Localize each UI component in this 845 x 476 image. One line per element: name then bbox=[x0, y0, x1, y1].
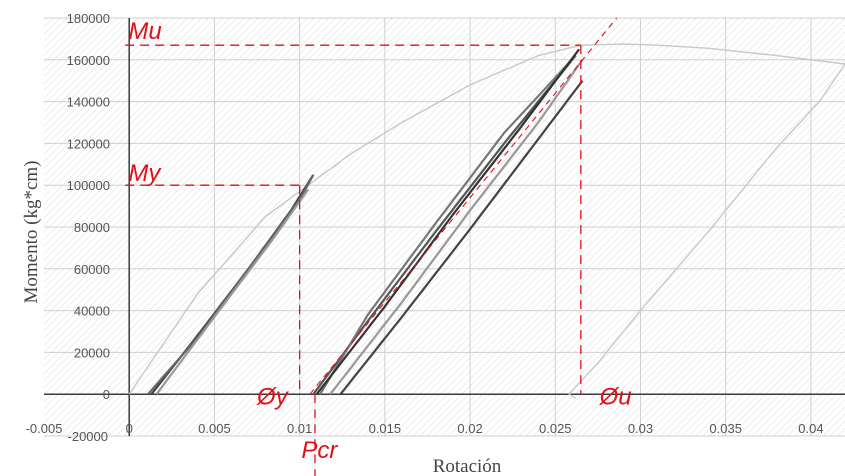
y-tick-label: 60000 bbox=[74, 262, 110, 277]
y-tick-label: -20000 bbox=[68, 429, 108, 444]
reference-lines bbox=[125, 17, 618, 476]
axes bbox=[44, 18, 845, 436]
series-line-8 bbox=[315, 48, 580, 395]
x-tick-label: 0.035 bbox=[709, 421, 742, 436]
y-tick-label: 120000 bbox=[67, 136, 110, 151]
tick-labels: -20000 0 20000 40000 60000 80000 100000 120000 1… bbox=[26, 11, 824, 444]
fit-line bbox=[309, 17, 618, 395]
annotation-mu: Mu bbox=[128, 18, 161, 45]
series-line-10 bbox=[339, 80, 584, 395]
series-line-0 bbox=[128, 43, 845, 395]
series-group bbox=[128, 43, 845, 399]
y-tick-label: 80000 bbox=[74, 220, 110, 235]
y-tick-label: 20000 bbox=[74, 345, 110, 360]
annotations: Mu My Øy Øu Pcr bbox=[128, 18, 631, 464]
annotation-my: My bbox=[128, 160, 162, 187]
y-tick-label: 180000 bbox=[67, 11, 110, 26]
series-line-4 bbox=[147, 174, 315, 395]
x-tick-label: 0 bbox=[126, 421, 133, 436]
x-axis-title: Rotación bbox=[433, 456, 502, 476]
series-line-7 bbox=[319, 54, 577, 395]
x-tick-label: 0.01 bbox=[287, 421, 312, 436]
series-line-9 bbox=[329, 59, 584, 395]
x-tick-label: 0.02 bbox=[457, 421, 482, 436]
y-tick-label: 140000 bbox=[67, 95, 110, 110]
series-line-1 bbox=[568, 63, 845, 395]
x-tick-label: 0.04 bbox=[798, 421, 823, 436]
annotation-u: Øu bbox=[599, 384, 632, 411]
annotation-y: Øy bbox=[256, 384, 290, 411]
annotation-pcr: Pcr bbox=[301, 437, 338, 464]
x-tick-label: 0.015 bbox=[369, 421, 402, 436]
series-line-5 bbox=[155, 188, 310, 395]
y-tick-label: 160000 bbox=[67, 53, 110, 68]
x-tick-label: -0.005 bbox=[26, 421, 63, 436]
y-tick-label: 100000 bbox=[67, 178, 110, 193]
x-tick-label: 0.03 bbox=[628, 421, 653, 436]
x-tick-label: 0.005 bbox=[198, 421, 231, 436]
x-tick-label: 0.025 bbox=[539, 421, 572, 436]
series-line-2 bbox=[568, 393, 577, 399]
grid bbox=[44, 17, 845, 437]
y-tick-label: 0 bbox=[103, 387, 110, 402]
y-axis-title: Momento (kg*cm) bbox=[21, 160, 42, 303]
y-tick-label: 40000 bbox=[74, 304, 110, 319]
